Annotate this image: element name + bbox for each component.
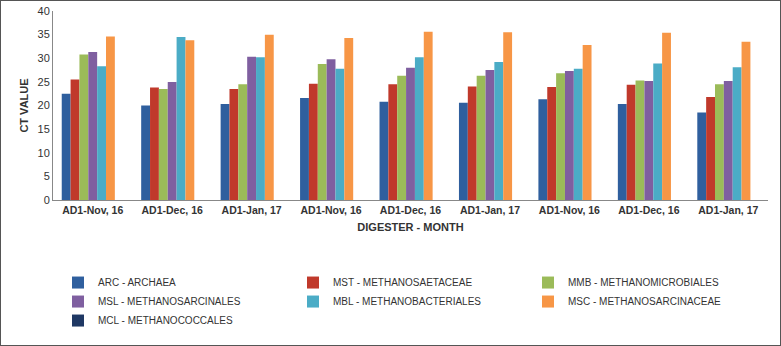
svg-text:15: 15 <box>38 123 50 135</box>
svg-text:MBL - METHANOBACTERIALES: MBL - METHANOBACTERIALES <box>333 296 481 307</box>
svg-text:AD1-Nov, 16: AD1-Nov, 16 <box>62 204 123 216</box>
svg-text:AD1-Dec, 16: AD1-Dec, 16 <box>142 204 203 216</box>
svg-text:AD1-Nov, 16: AD1-Nov, 16 <box>301 204 362 216</box>
svg-text:MCL - METHANOCOCCALES: MCL - METHANOCOCCALES <box>98 315 233 326</box>
svg-text:AD1-Jan, 17: AD1-Jan, 17 <box>460 204 520 216</box>
svg-text:MSL - METHANOSARCINALES: MSL - METHANOSARCINALES <box>98 296 241 307</box>
svg-text:25: 25 <box>38 76 50 88</box>
svg-text:30: 30 <box>38 52 50 64</box>
svg-text:MST - METHANOSAETACEAE: MST - METHANOSAETACEAE <box>333 277 472 288</box>
svg-text:10: 10 <box>38 147 50 159</box>
svg-text:AD1-Dec, 16: AD1-Dec, 16 <box>380 204 441 216</box>
svg-text:AD1-Jan, 17: AD1-Jan, 17 <box>698 204 758 216</box>
svg-text:5: 5 <box>44 170 50 182</box>
svg-text:AD1-Jan, 17: AD1-Jan, 17 <box>222 204 282 216</box>
svg-text:0: 0 <box>44 194 50 206</box>
svg-text:35: 35 <box>38 28 50 40</box>
svg-text:40: 40 <box>38 5 50 17</box>
svg-text:MMB - METHANOMICROBIALES: MMB - METHANOMICROBIALES <box>568 277 719 288</box>
svg-text:AD1-Nov, 16: AD1-Nov, 16 <box>539 204 600 216</box>
svg-text:DIGESTER - MONTH: DIGESTER - MONTH <box>357 221 463 233</box>
svg-text:CT VALUE: CT VALUE <box>18 78 30 132</box>
svg-text:20: 20 <box>38 99 50 111</box>
svg-text:AD1-Dec, 16: AD1-Dec, 16 <box>618 204 679 216</box>
svg-text:MSC - METHANOSARCINACEAE: MSC - METHANOSARCINACEAE <box>568 296 721 307</box>
svg-text:ARC - ARCHAEA: ARC - ARCHAEA <box>98 277 176 288</box>
